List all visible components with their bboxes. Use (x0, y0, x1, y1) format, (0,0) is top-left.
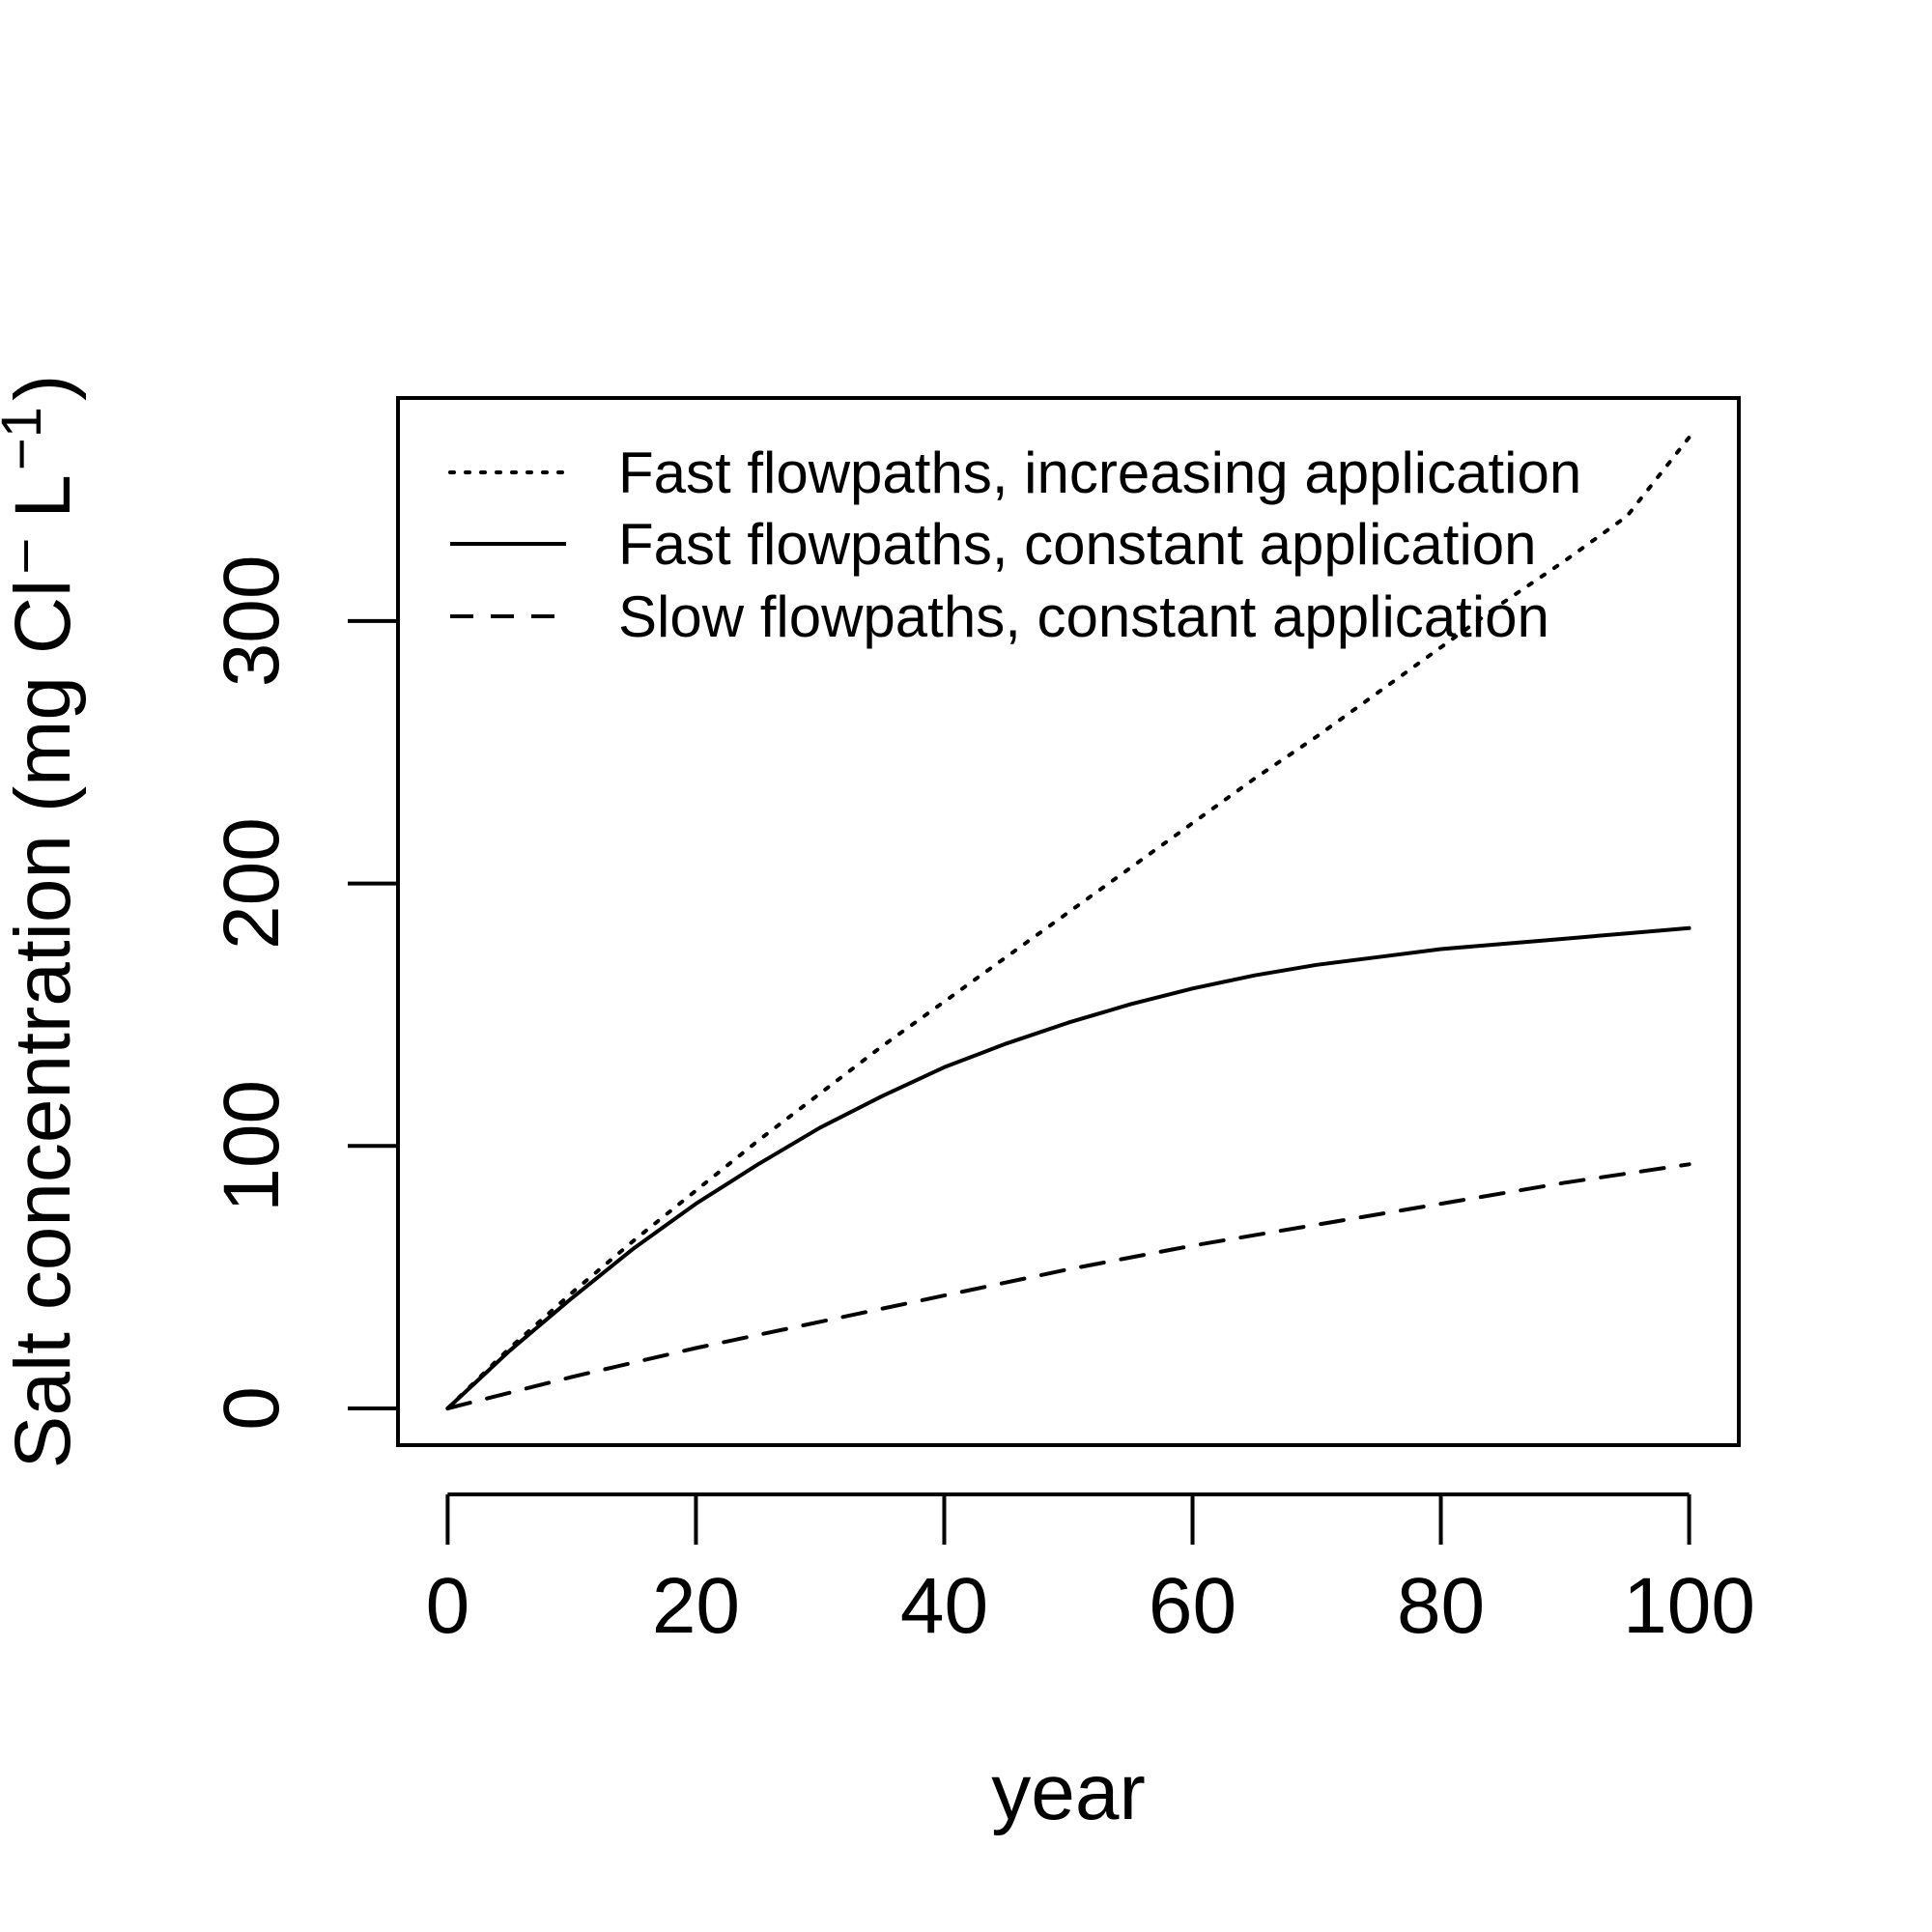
y-axis-title-sup2: −1 (0, 407, 53, 470)
x-tick-label-40: 40 (900, 1562, 988, 1650)
x-tick-label-60: 60 (1149, 1562, 1236, 1650)
series-layer (445, 435, 1691, 1410)
plot-frame (396, 396, 1741, 1447)
legend-label-2: Fast flowpaths, constant application (618, 512, 1537, 577)
legend-label-1: Fast flowpaths, increasing application (618, 440, 1581, 505)
x-tick-label-20: 20 (652, 1562, 740, 1650)
x-tick-label-100: 100 (1623, 1562, 1755, 1650)
legend-label-3: Slow flowpaths, constant application (618, 584, 1549, 649)
series-line-1 (445, 435, 1691, 1410)
y-axis: 0 100 200 300 (208, 554, 400, 1431)
y-tick-label-300: 300 (208, 554, 296, 687)
y-axis-title-suffix: ) (0, 375, 87, 401)
x-axis-title: year (991, 1748, 1146, 1836)
y-tick-label-200: 200 (208, 817, 296, 950)
x-tick-label-80: 80 (1397, 1562, 1485, 1650)
y-tick-label-100: 100 (208, 1080, 296, 1212)
legend: Fast flowpaths, increasing application F… (448, 440, 1581, 649)
x-axis: 0 20 40 60 80 100 (426, 1492, 1755, 1650)
series-line-3 (445, 1162, 1691, 1410)
y-tick-label-0: 0 (208, 1386, 296, 1431)
series-line-2 (445, 925, 1691, 1410)
y-axis-title-sup1: – (0, 540, 53, 572)
x-tick-label-0: 0 (426, 1562, 470, 1650)
y-axis-title-prefix: Salt concentration (mg Cl (0, 580, 87, 1469)
y-axis-title-mid: L (0, 474, 87, 540)
y-axis-title: Salt concentration (mg Cl – L−1) (0, 375, 87, 1469)
